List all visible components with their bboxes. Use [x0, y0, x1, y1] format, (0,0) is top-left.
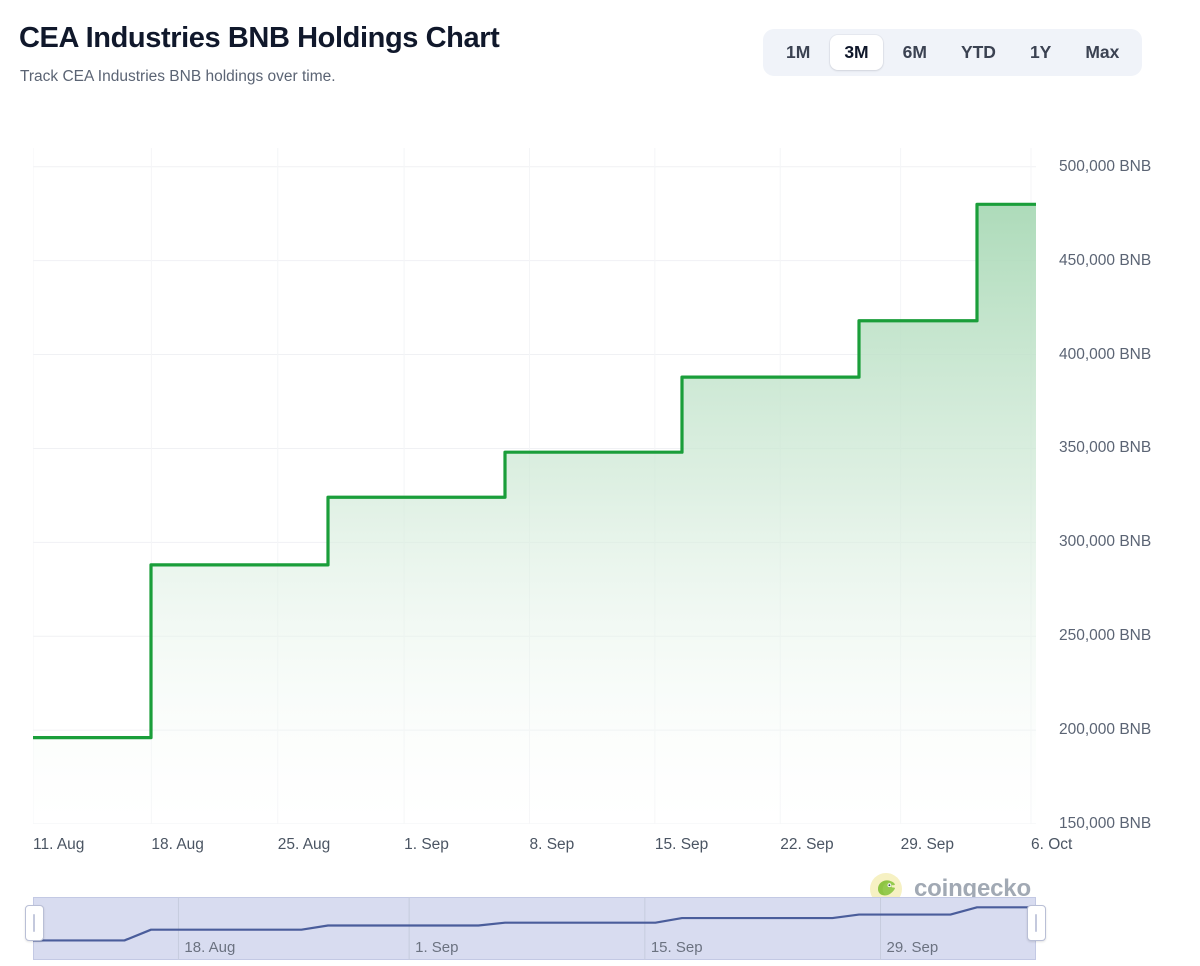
- navigator-tick-label: 1. Sep: [415, 939, 459, 956]
- y-axis-tick-label: 350,000 BNB: [1059, 439, 1152, 457]
- range-button-6m[interactable]: 6M: [889, 35, 941, 70]
- y-axis-tick-label: 150,000 BNB: [1059, 815, 1152, 832]
- y-axis-labels: 500,000 BNB 450,000 BNB 400,000 BNB 350,000…: [1059, 110, 1199, 870]
- chart-header: CEA Industries BNB Holdings Chart Track …: [0, 0, 1200, 110]
- range-button-max[interactable]: Max: [1071, 35, 1133, 70]
- chart-plot-area[interactable]: [33, 148, 1036, 824]
- navigator-right-handle[interactable]: [1027, 905, 1046, 941]
- x-axis-tick-label: 8. Sep: [529, 836, 575, 853]
- range-button-ytd[interactable]: YTD: [947, 35, 1010, 70]
- area-fill: [33, 204, 1036, 824]
- holdings-area-chart: [33, 148, 1036, 824]
- navigator-mini-chart: [33, 897, 1036, 960]
- range-button-1m[interactable]: 1M: [772, 35, 824, 70]
- x-axis-tick-label: 1. Sep: [404, 836, 449, 853]
- navigator-tick-label: 18. Aug: [184, 939, 236, 956]
- x-axis-tick-label: 25. Aug: [277, 836, 331, 853]
- chart-navigator[interactable]: 18. Aug 1. Sep 15. Sep 29. Sep: [25, 897, 1046, 960]
- navigator-left-handle[interactable]: [25, 905, 44, 941]
- navigator-tick-label: 15. Sep: [650, 939, 703, 956]
- navigator-selected-range[interactable]: [33, 897, 1036, 960]
- y-axis-tick-label: 400,000 BNB: [1059, 345, 1152, 363]
- page-title: CEA Industries BNB Holdings Chart: [19, 22, 500, 54]
- x-axis-labels: 11. Aug 18. Aug 25. Aug 1. Sep 8. Sep 15. Sep…: [0, 836, 1072, 864]
- y-axis-tick-label: 450,000 BNB: [1059, 251, 1152, 269]
- y-axis-tick-label: 200,000 BNB: [1059, 721, 1152, 739]
- x-axis-tick-label: 29. Sep: [900, 836, 955, 853]
- x-axis-tick-label: 22. Sep: [780, 836, 834, 853]
- x-axis-tick-label: 6. Oct: [1030, 836, 1073, 853]
- navigator-tick-label: 29. Sep: [886, 939, 939, 956]
- y-axis-tick-label: 250,000 BNB: [1059, 627, 1152, 645]
- time-range-selector[interactable]: 1M 3M 6M YTD 1Y Max: [763, 29, 1143, 76]
- range-button-3m[interactable]: 3M: [830, 34, 883, 71]
- page-subtitle: Track CEA Industries BNB holdings over t…: [20, 68, 336, 85]
- chart-container: coingecko: [0, 110, 1200, 905]
- x-axis-tick-label: 18. Aug: [151, 836, 204, 853]
- x-axis-tick-label: 11. Aug: [33, 836, 85, 853]
- navigator-gridlines: [177, 897, 882, 960]
- x-axis-tick-label: 15. Sep: [654, 836, 709, 853]
- range-button-1y[interactable]: 1Y: [1016, 35, 1065, 70]
- y-axis-tick-label: 500,000 BNB: [1059, 157, 1152, 175]
- navigator-series-line: [33, 906, 1036, 942]
- series-line: [33, 202, 1036, 740]
- y-axis-tick-label: 300,000 BNB: [1059, 533, 1152, 551]
